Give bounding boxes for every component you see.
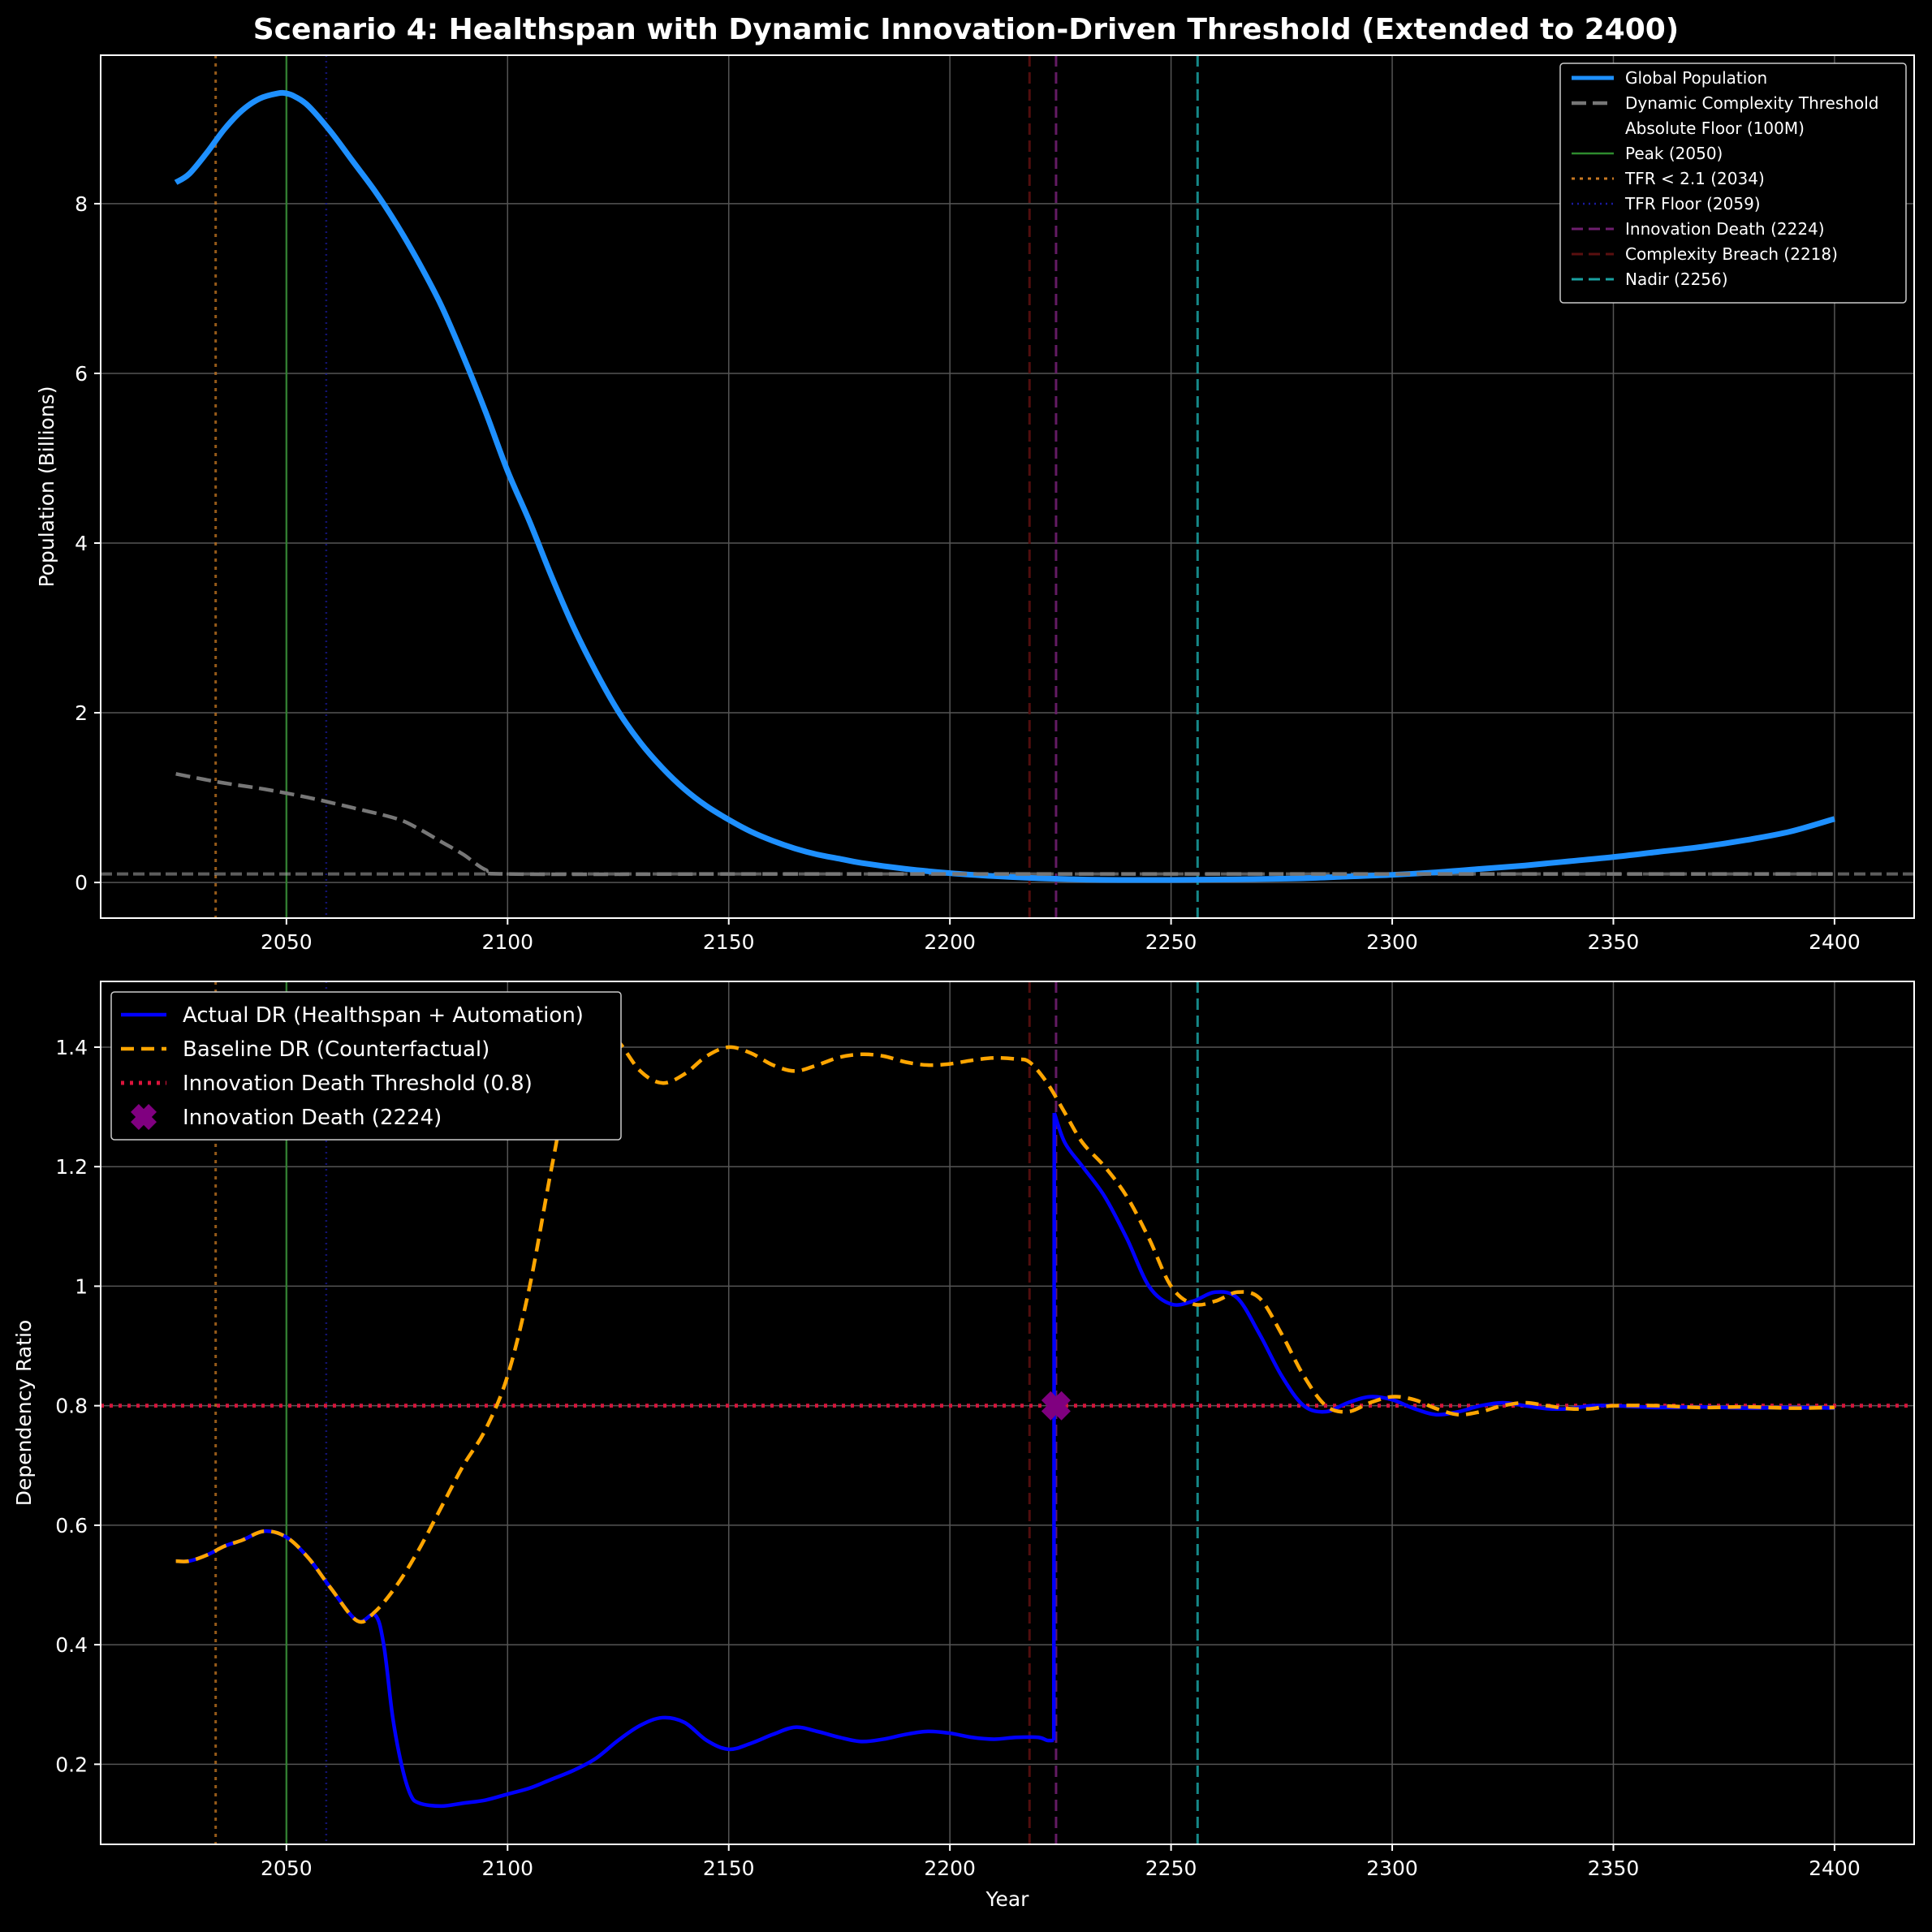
legend-box (110, 991, 622, 1141)
y-tick-label: 0 (75, 871, 88, 895)
series-line-baseline_dr (175, 1020, 1835, 1624)
x-tick-label: 2250 (1145, 930, 1197, 954)
x-tick-label: 2250 (1145, 1857, 1197, 1880)
y-axis-label: Dependency Ratio (12, 1320, 36, 1507)
legend-label-baseline_dr: Baseline DR (Counterfactual) (183, 1037, 489, 1062)
x-axis-label: Year (985, 1887, 1030, 1911)
x-tick-label: 2400 (1809, 930, 1861, 954)
plot-area (101, 981, 1914, 1844)
y-tick-label: 8 (75, 192, 88, 216)
legend-label-innovation_death: Innovation Death (2224) (1625, 219, 1825, 239)
y-axis-label: Population (Billions) (35, 386, 58, 588)
legend-label-peak: Peak (2050) (1625, 144, 1723, 163)
legend-label-floor: Absolute Floor (100M) (1625, 119, 1805, 138)
legend-label-threshold: Dynamic Complexity Threshold (1625, 93, 1878, 113)
x-tick-label: 2400 (1809, 1857, 1861, 1880)
x-tick-label: 2350 (1588, 1857, 1640, 1880)
legend-label-tfr21: TFR < 2.1 (2034) (1624, 169, 1765, 188)
legend-label-actual_dr: Actual DR (Healthspan + Automation) (183, 1003, 584, 1028)
legend: Global Population Dynamic Complexity Thre… (1559, 63, 1907, 304)
x-tick-label: 2100 (481, 930, 533, 954)
y-tick-label: 0.8 (55, 1395, 88, 1418)
x-tick-label: 2050 (261, 1857, 313, 1880)
x-tick-label: 2300 (1366, 930, 1418, 954)
y-tick-label: 2 (75, 701, 88, 725)
y-tick-label: 1.2 (55, 1155, 88, 1179)
x-tick-label: 2200 (924, 1857, 976, 1880)
legend-swatch-death_marker (131, 1104, 157, 1130)
figure-title: Scenario 4: Healthspan with Dynamic Inno… (253, 13, 1680, 46)
y-tick-label: 0.4 (55, 1633, 88, 1657)
axes-frame (100, 54, 1915, 919)
legend-label-population: Global Population (1625, 68, 1767, 88)
dependency-ratio-panel: 2050 2100 2150 2200 2250 2300 2350 2400 0.2 0.4 0.… (12, 981, 1915, 1911)
marker-innovation-death (1041, 1391, 1071, 1421)
x-tick-label: 2100 (481, 1857, 533, 1880)
y-tick-label: 6 (75, 362, 88, 386)
legend-label-breach: Complexity Breach (2218) (1625, 244, 1838, 264)
x-tick-label: 2300 (1366, 1857, 1418, 1880)
x-tick-label: 2050 (261, 930, 313, 954)
axes-frame (100, 981, 1915, 1845)
legend-label-death_marker: Innovation Death (2224) (183, 1106, 442, 1130)
y-tick-label: 0.6 (55, 1514, 88, 1537)
legend-label-nadir: Nadir (2256) (1625, 270, 1728, 289)
legend: Actual DR (Healthspan + Automation) Basel… (110, 991, 622, 1141)
y-tick-label: 0.2 (55, 1753, 88, 1776)
x-tick-label: 2150 (703, 930, 755, 954)
x-tick-label: 2150 (703, 1857, 755, 1880)
x-tick-label: 2350 (1588, 930, 1640, 954)
series-line-threshold (175, 772, 1835, 877)
legend-label-tfr_floor: TFR Floor (2059) (1624, 194, 1761, 213)
legend-box (1559, 63, 1907, 304)
y-tick-label: 1 (75, 1274, 88, 1298)
legend-label-dr_threshold: Innovation Death Threshold (0.8) (183, 1072, 533, 1096)
y-tick-label: 1.4 (55, 1036, 88, 1059)
x-tick-label: 2200 (924, 930, 976, 954)
y-tick-label: 4 (75, 532, 88, 555)
population-panel: 2050 2100 2150 2200 2250 2300 2350 2400 0 2 4 6 8 Pop… (35, 54, 1915, 954)
plot-area (101, 55, 1914, 918)
